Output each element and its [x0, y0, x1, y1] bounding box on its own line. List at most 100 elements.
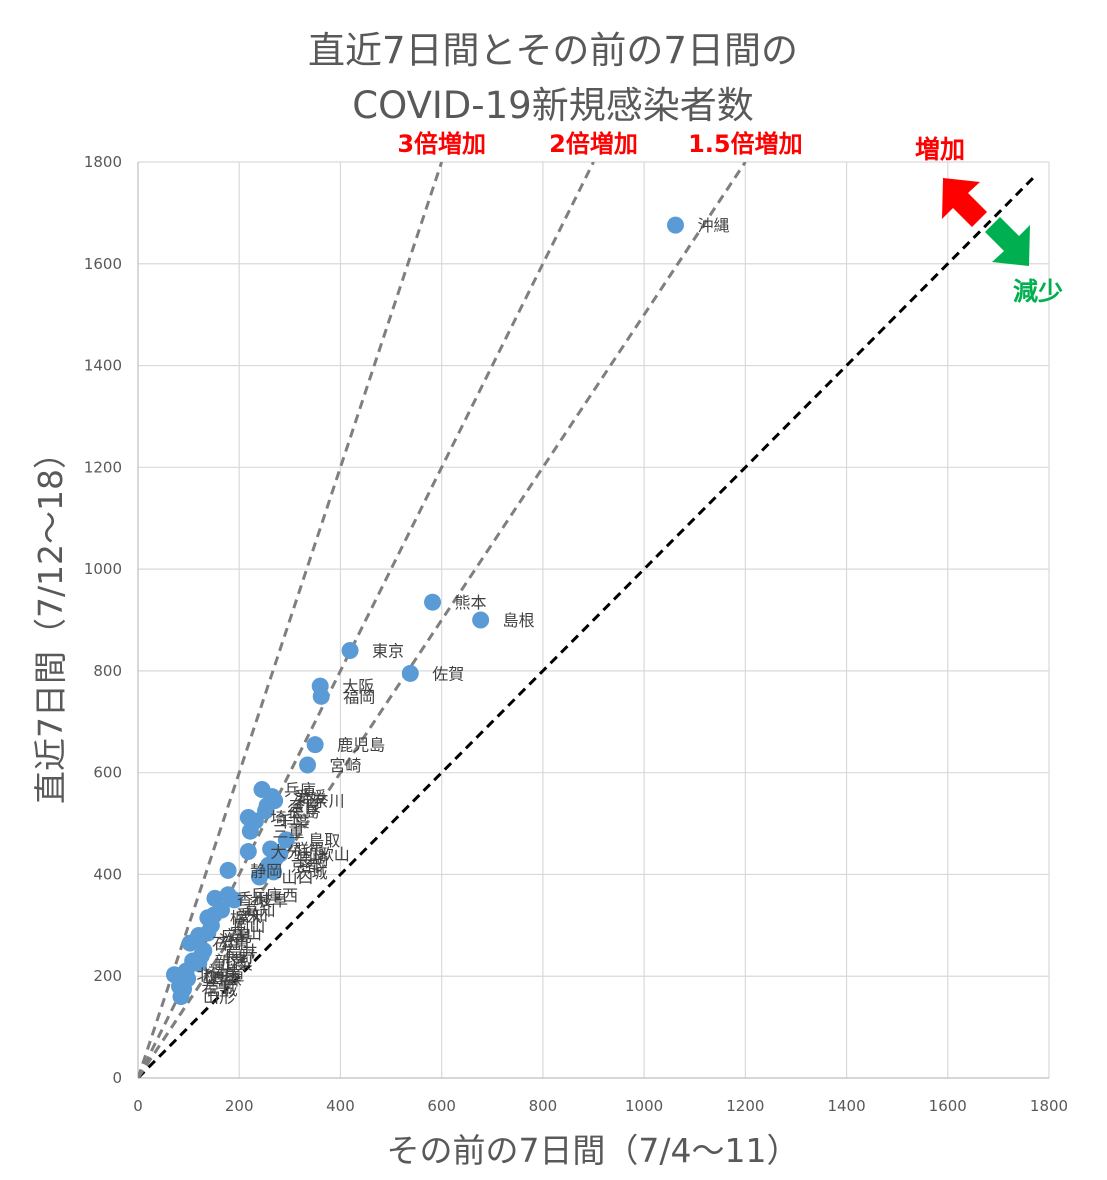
point-label-長野: 長野 [223, 947, 255, 966]
chart-title-line1: 直近7日間とその前の7日間の [308, 29, 798, 72]
point-label-香川: 香川 [237, 889, 269, 908]
y-tick-label: 1800 [84, 153, 122, 171]
y-tick-label: 1600 [84, 255, 122, 273]
point-label-和歌山: 和歌山 [302, 845, 350, 864]
y-tick-label: 1400 [84, 357, 122, 375]
x-tick-label: 600 [427, 1097, 456, 1115]
reference-lines [138, 162, 1038, 1078]
point-label-京都: 京都 [291, 856, 323, 875]
data-point-三重 [241, 822, 259, 840]
point-label-愛知: 愛知 [236, 906, 268, 925]
y-tick-label: 0 [112, 1069, 122, 1087]
x-tick-label: 800 [529, 1097, 558, 1115]
ratio-label-ratio-3: 3倍増加 [397, 130, 486, 158]
point-label-熊本: 熊本 [455, 593, 487, 612]
data-point-山形 [172, 988, 190, 1006]
x-tick-label: 1200 [726, 1097, 764, 1115]
y-tick-label: 800 [93, 662, 122, 680]
point-label-高知: 高知 [244, 901, 276, 920]
x-tick-label: 1600 [929, 1097, 967, 1115]
y-tick-label: 1200 [84, 458, 122, 476]
point-label-秋田: 秋田 [203, 967, 235, 986]
data-point-東京 [341, 642, 359, 660]
data-point-茨城 [265, 863, 283, 881]
data-point-鳥取 [277, 831, 295, 849]
x-tick-label: 200 [225, 1097, 254, 1115]
point-label-茨城: 茨城 [296, 863, 328, 882]
data-point-大分 [239, 843, 257, 861]
point-label-埼玉: 埼玉 [270, 808, 302, 827]
point-label-岐阜: 岐阜 [256, 891, 288, 910]
point-label-滋賀: 滋賀 [218, 932, 250, 951]
point-label-長崎: 長崎 [297, 850, 329, 869]
decrease-label: 減少 [1013, 277, 1063, 306]
point-label-島根: 島根 [503, 611, 535, 630]
data-point-沖縄 [666, 216, 684, 234]
plot-border [137, 162, 1049, 1079]
point-label-大阪: 大阪 [342, 677, 374, 696]
point-label-奈良: 奈良 [289, 797, 321, 816]
data-point-島根 [472, 611, 490, 629]
data-point-宮崎 [299, 756, 317, 774]
y-tick-labels: 0 200 400 600 800 1000 1200 1400 1600 1800 [84, 153, 122, 1087]
point-label-宮崎: 宮崎 [330, 756, 362, 775]
reference-line-ratio-1.5 [138, 162, 747, 1078]
data-point-佐賀 [401, 664, 419, 682]
point-label-三重: 三重 [272, 822, 304, 841]
ratio-label-ratio-2: 2倍増加 [549, 130, 638, 158]
reference-line-equal [138, 173, 1038, 1078]
point-label-神奈川: 神奈川 [297, 792, 345, 811]
ratio-labels: 1.5倍増加 2倍増加 3倍増加 [397, 130, 802, 158]
point-label-福岡: 福岡 [343, 687, 375, 706]
data-point-鹿児島 [306, 736, 324, 754]
point-label-兵庫西: 兵庫西 [250, 886, 298, 905]
decrease-arrow-icon [985, 217, 1030, 266]
y-tick-label: 400 [93, 865, 122, 883]
point-label-東京: 東京 [372, 642, 404, 661]
point-label-千葉: 千葉 [277, 812, 309, 831]
x-tick-label: 0 [133, 1097, 143, 1115]
point-label-岩手: 岩手 [202, 977, 234, 996]
x-tick-labels: 0 200 400 600 800 1000 1200 1400 1600 1800 [133, 1097, 1068, 1115]
point-label-岡山: 岡山 [233, 916, 265, 935]
point-label-鹿児島: 鹿児島 [337, 736, 385, 755]
y-tick-label: 1000 [84, 560, 122, 578]
increase-arrow-icon [942, 178, 987, 227]
data-point-熊本 [424, 593, 442, 611]
data-point-山口 [250, 868, 268, 886]
point-label-佐賀: 佐賀 [432, 664, 464, 683]
point-label-青森: 青森 [210, 970, 242, 989]
point-label-山口: 山口 [281, 868, 313, 887]
point-label-鳥取: 鳥取 [308, 831, 340, 850]
point-label-新潟: 新潟 [215, 952, 247, 971]
point-label-徳島: 徳島 [288, 802, 320, 821]
point-label-沖縄: 沖縄 [697, 216, 729, 235]
point-label-宮城: 宮城 [206, 980, 238, 999]
y-axis-title: 直近7日間（7/12〜18） [31, 436, 70, 804]
reference-line-ratio-3 [138, 162, 444, 1078]
point-label-群馬: 群馬 [293, 840, 325, 859]
chart-title-line2: COVID-19新規感染者数 [352, 84, 753, 127]
data-point-山梨 [190, 955, 208, 972]
increase-label: 増加 [915, 135, 965, 164]
point-label-石川: 石川 [212, 934, 244, 953]
point-label-愛媛: 愛媛 [294, 788, 326, 807]
point-label-福島: 福島 [208, 962, 240, 981]
point-label-静岡: 静岡 [250, 861, 282, 880]
x-tick-label: 1400 [827, 1097, 865, 1115]
data-points [165, 216, 684, 1006]
point-label-兵庫: 兵庫 [284, 780, 316, 799]
data-point-岐阜 [225, 891, 243, 909]
y-tick-label: 200 [93, 967, 122, 985]
x-tick-label: 1000 [625, 1097, 663, 1115]
x-axis-title: その前の7日間（7/4〜11） [386, 1131, 799, 1170]
ratio-label-ratio-1.5: 1.5倍増加 [688, 130, 803, 158]
x-tick-label: 400 [326, 1097, 355, 1115]
point-label-富山: 富山 [230, 924, 262, 943]
x-tick-label: 1800 [1030, 1097, 1068, 1115]
point-label-山形: 山形 [203, 988, 235, 1007]
point-label-栃木: 栃木 [230, 909, 262, 928]
point-label-福井: 福井 [226, 942, 258, 961]
